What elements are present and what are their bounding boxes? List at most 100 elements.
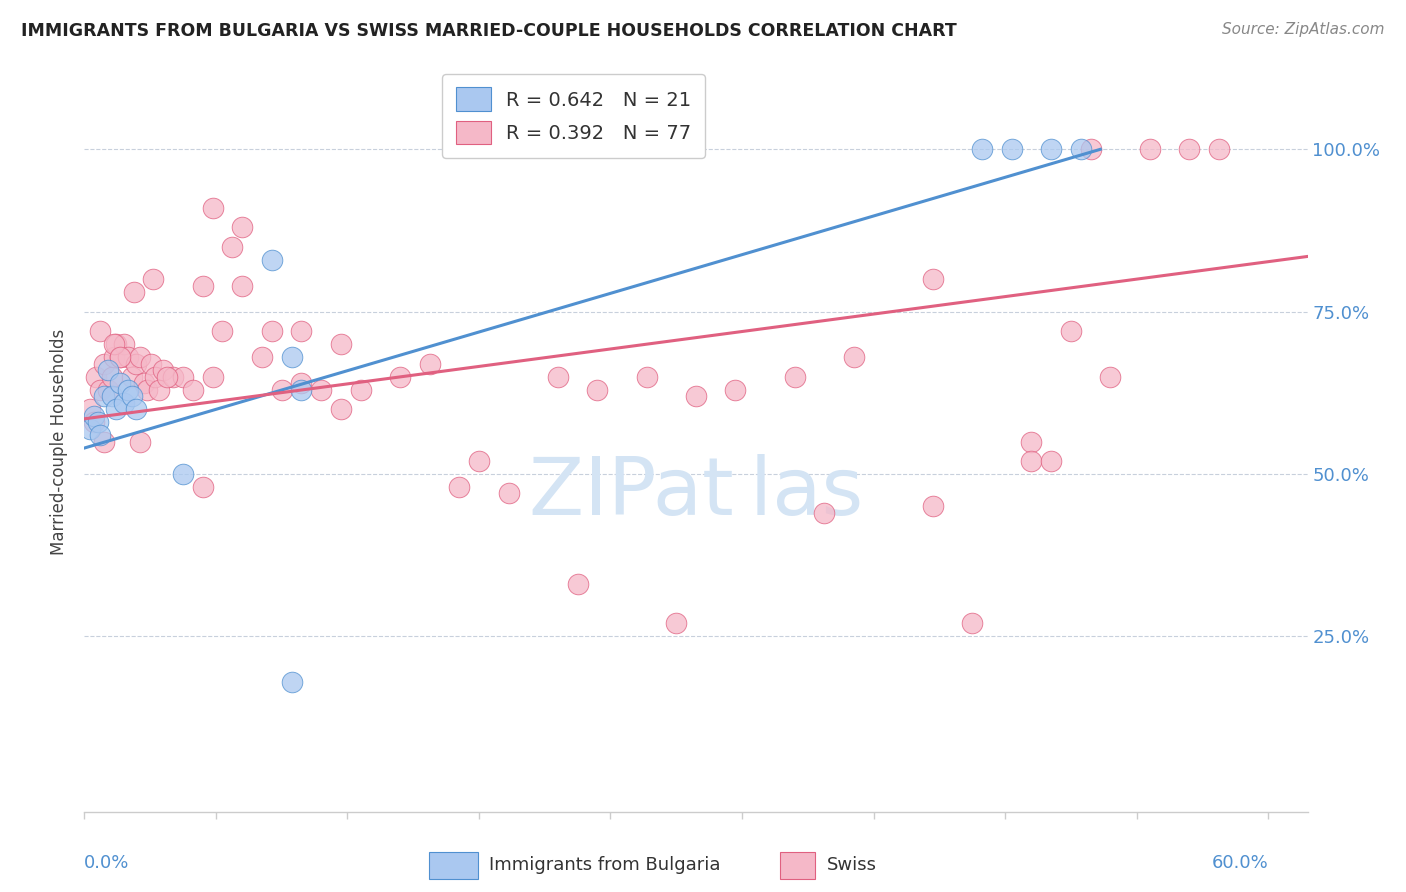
Point (191, 278, 214, 293)
Point (1001, 142, 1024, 156)
Point (921, 500, 943, 514)
Point (156, 369, 179, 384)
Point (1021, 434, 1043, 449)
Point (329, 337, 352, 351)
Point (89, 428, 111, 442)
Point (260, 324, 283, 338)
Point (79, 421, 101, 435)
Point (108, 350, 131, 364)
Point (270, 383, 292, 397)
Point (842, 350, 865, 364)
Point (1021, 454, 1043, 468)
Point (148, 383, 170, 397)
Point (117, 383, 139, 397)
Point (124, 357, 146, 371)
Point (1208, 142, 1230, 156)
Point (172, 467, 194, 481)
Point (970, 142, 993, 156)
Point (87, 415, 110, 429)
Text: IMMIGRANTS FROM BULGARIA VS SWISS MARRIED-COUPLE HOUSEHOLDS CORRELATION CHART: IMMIGRANTS FROM BULGARIA VS SWISS MARRIE… (21, 22, 957, 40)
Point (83, 409, 105, 423)
Point (290, 376, 312, 390)
Point (181, 383, 204, 397)
FancyBboxPatch shape (429, 852, 478, 879)
Point (960, 616, 983, 631)
Point (93, 389, 115, 403)
Point (152, 363, 174, 377)
Text: Source: ZipAtlas.com: Source: ZipAtlas.com (1222, 22, 1385, 37)
Point (142, 272, 165, 286)
Point (329, 402, 352, 417)
Point (101, 389, 124, 403)
Point (84, 369, 107, 384)
Point (290, 383, 312, 397)
Point (124, 402, 146, 417)
Point (1060, 324, 1083, 338)
Point (231, 278, 253, 293)
Point (101, 369, 124, 384)
Point (685, 389, 707, 403)
Point (104, 402, 127, 417)
Point (145, 369, 167, 384)
Point (172, 369, 194, 384)
Point (1099, 369, 1122, 384)
Point (108, 376, 131, 390)
Point (1070, 142, 1092, 156)
Point (280, 674, 302, 689)
Point (191, 480, 214, 494)
Y-axis label: Married-couple Households: Married-couple Households (51, 328, 69, 555)
Point (290, 324, 312, 338)
Point (93, 357, 115, 371)
Point (122, 285, 145, 300)
Point (449, 480, 471, 494)
Legend: R = 0.642   N = 21, R = 0.392   N = 77: R = 0.642 N = 21, R = 0.392 N = 77 (443, 74, 704, 158)
Point (121, 369, 143, 384)
Point (567, 577, 589, 591)
Point (921, 272, 943, 286)
Point (93, 434, 115, 449)
Point (128, 350, 150, 364)
Point (104, 337, 127, 351)
Point (103, 337, 125, 351)
Point (665, 616, 688, 631)
Point (1040, 142, 1063, 156)
Point (128, 434, 150, 449)
Point (260, 252, 283, 267)
Text: 0.0%: 0.0% (84, 854, 129, 872)
Point (231, 220, 253, 235)
Point (1080, 142, 1102, 156)
Point (201, 369, 224, 384)
Point (89, 383, 111, 397)
Point (280, 350, 302, 364)
Point (813, 506, 835, 520)
Point (83, 415, 105, 429)
Point (547, 369, 569, 384)
Point (724, 383, 747, 397)
Text: 60.0%: 60.0% (1212, 854, 1268, 872)
Point (97, 363, 120, 377)
Point (1178, 142, 1201, 156)
Point (89, 324, 111, 338)
Point (636, 369, 658, 384)
Point (586, 383, 609, 397)
Point (201, 201, 224, 215)
Text: ZIPat las: ZIPat las (529, 454, 863, 533)
Point (121, 389, 143, 403)
Point (250, 350, 273, 364)
Point (221, 240, 243, 254)
Point (309, 383, 332, 397)
Point (1040, 454, 1063, 468)
Point (112, 337, 135, 351)
Point (117, 350, 139, 364)
Point (103, 350, 125, 364)
Point (783, 369, 806, 384)
Text: Swiss: Swiss (827, 856, 877, 874)
Point (162, 369, 184, 384)
Point (389, 369, 412, 384)
Point (79, 402, 101, 417)
Text: Immigrants from Bulgaria: Immigrants from Bulgaria (489, 856, 721, 874)
Point (97, 383, 120, 397)
Point (498, 486, 520, 500)
Point (108, 350, 131, 364)
Point (1139, 142, 1161, 156)
